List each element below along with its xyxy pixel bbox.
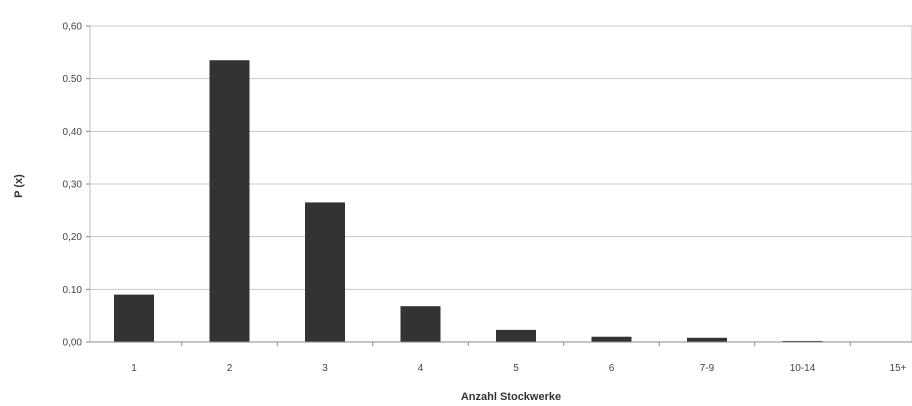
x-tick-label: 1 [131, 363, 137, 374]
y-tick-label: 0,30 [63, 180, 83, 191]
y-tick-label: 0,20 [63, 232, 83, 243]
bar [782, 340, 823, 342]
x-tick-labels: 1 2 3 4 5 6 7-9 10-14 15+ [131, 342, 907, 374]
y-tick-label: 0.10 [63, 285, 83, 296]
bar [687, 337, 727, 342]
bar [305, 202, 345, 342]
bar [496, 329, 536, 342]
bar [209, 60, 250, 342]
x-tick-label: 6 [609, 363, 615, 374]
bar [591, 336, 632, 342]
y-tick-label: 0,60 [63, 22, 83, 33]
x-axis-title: Anzahl Stockwerke [461, 391, 561, 403]
bar [114, 294, 154, 342]
bars [114, 60, 823, 342]
x-tick-label: 2 [227, 363, 233, 374]
x-tick-label: 7-9 [700, 363, 715, 374]
x-tick-label: 10-14 [790, 363, 816, 374]
x-tick-label: 15+ [890, 363, 907, 374]
y-tick-label: 0,40 [63, 127, 83, 138]
bar [400, 306, 441, 342]
x-tick-label: 3 [322, 363, 328, 374]
y-tick-label: 0.50 [63, 74, 83, 85]
y-tick-label: 0,00 [63, 338, 83, 349]
x-tick-label: 5 [513, 363, 519, 374]
y-tick-labels: 0,00 0.10 0,20 0,30 0,40 0.50 0,60 [63, 22, 90, 349]
y-axis-title: P (x) [13, 174, 25, 198]
x-tick-label: 4 [418, 363, 424, 374]
